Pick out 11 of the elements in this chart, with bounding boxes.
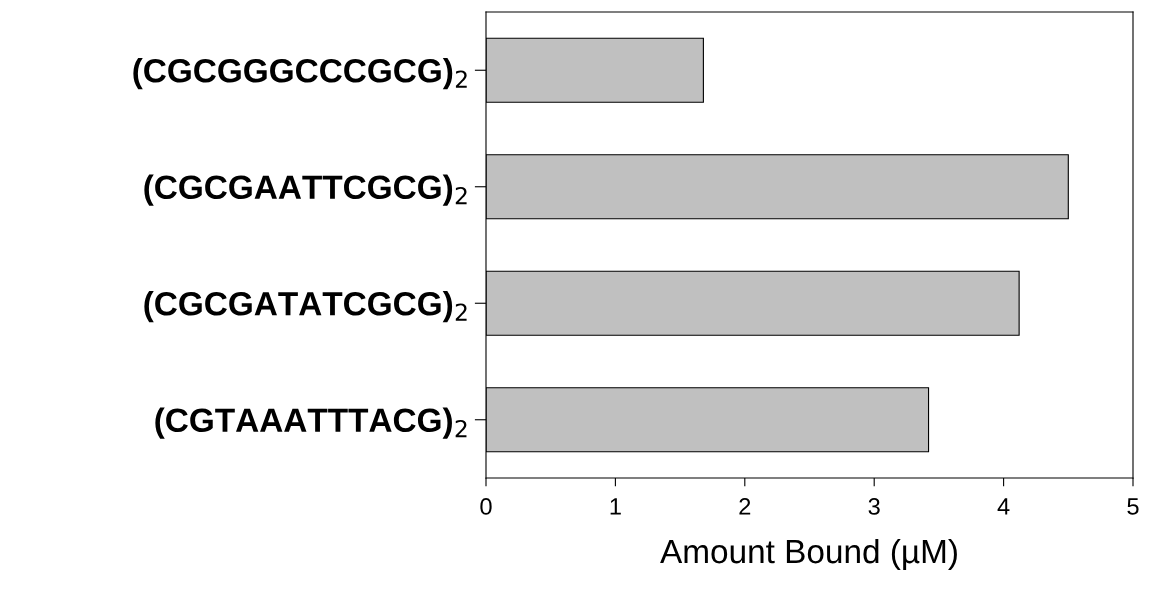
x-tick-label: 0 [480,498,492,515]
y-tick-label: (CGCGAATTCGCG)$_{2}$ [144,174,467,206]
x-tick-label: 1 [610,498,621,515]
x-axis-title: Amount Bound (µM) [660,538,957,570]
x-tick-label: 3 [868,498,880,515]
y-tick-label: (CGCGATATCGCG)$_{2}$ [144,291,467,323]
y-tick-label: (CGCGGGCCCGCG)$_{2}$ [133,58,467,90]
y-tick-label: (CGTAAATTTACG)$_{2}$ [155,407,467,439]
x-tick-label: 4 [997,498,1010,515]
x-tick-label: 5 [1127,498,1139,515]
x-tick-label: 2 [739,498,751,515]
